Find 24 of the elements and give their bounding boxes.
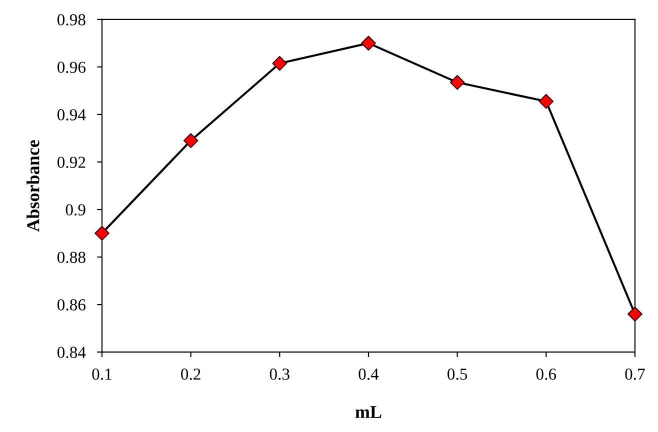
- point: [272, 56, 288, 71]
- point: [94, 226, 110, 241]
- point: [450, 74, 465, 90]
- y-axis-title: Absorbance: [26, 140, 40, 232]
- point: [183, 133, 198, 148]
- x-tick-label: 0.1: [92, 368, 112, 380]
- point: [361, 36, 376, 51]
- point: [628, 306, 642, 322]
- y-tick-label: 0.84: [57, 346, 86, 358]
- y-tick-label: 0.88: [57, 252, 86, 264]
- y-tick-label: 0.92: [57, 156, 86, 168]
- x-tick-label: 0.2: [181, 368, 200, 380]
- x-tick-label: 0.5: [448, 368, 468, 380]
- y-tick-label: 0.9: [66, 204, 86, 216]
- x-tick-label: 0.4: [358, 368, 379, 380]
- y-tick-label: 0.96: [57, 62, 86, 73]
- x-tick-label: 0.3: [270, 368, 290, 380]
- x-axis-title: mL: [355, 406, 382, 418]
- x-tick-label: 0.6: [536, 368, 556, 380]
- y-tick-label: 0.94: [57, 109, 86, 120]
- x-tick-label: 0.7: [625, 368, 645, 380]
- point: [538, 94, 554, 109]
- y-tick-label: 0.86: [57, 299, 86, 311]
- y-tick-label: 0.98: [57, 14, 86, 26]
